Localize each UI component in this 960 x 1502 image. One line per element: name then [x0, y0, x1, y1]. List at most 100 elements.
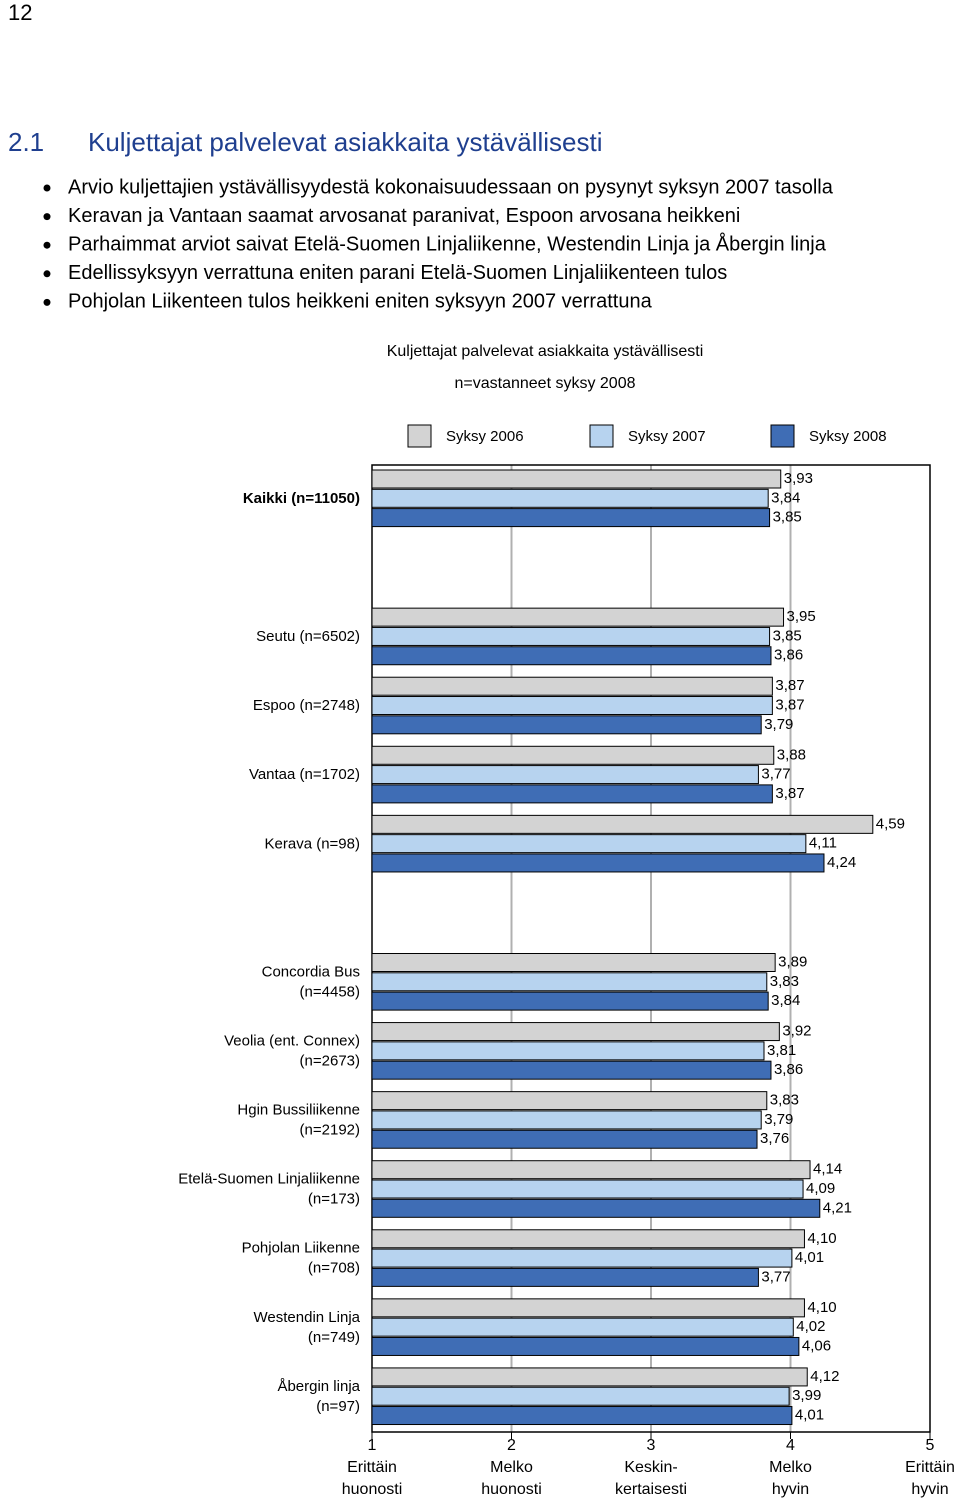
value-label: 3,99 [792, 1387, 821, 1404]
value-label: 3,81 [767, 1042, 796, 1059]
bar [371, 814, 874, 834]
bar [371, 508, 771, 528]
category-label: Pohjolan Liikenne [242, 1240, 360, 1257]
x-tick-description: Erittäin [347, 1459, 397, 1476]
category-label: (n=2673) [300, 1052, 360, 1069]
bar [371, 1129, 758, 1149]
bar [371, 1317, 794, 1337]
value-label: 3,95 [787, 608, 816, 625]
category-label: Etelä-Suomen Linjaliikenne [178, 1171, 360, 1188]
x-tick-description: Melko [490, 1459, 533, 1476]
value-label: 4,09 [806, 1180, 835, 1197]
category-label: (n=173) [308, 1191, 360, 1208]
x-tick-description: Keskin- [624, 1459, 677, 1476]
value-label: 3,83 [770, 973, 799, 990]
category-label: Kaikki (n=11050) [243, 490, 360, 507]
value-label: 4,10 [807, 1230, 836, 1247]
value-label: 3,76 [760, 1130, 789, 1147]
bullet-text: Parhaimmat arviot saivat Etelä-Suomen Li… [68, 232, 827, 255]
chart-subtitle: n=vastanneet syksy 2008 [454, 375, 635, 392]
value-label: 3,84 [771, 489, 800, 506]
x-tick-label: 5 [926, 1437, 935, 1454]
x-tick-description: huonosti [342, 1481, 403, 1498]
legend-label: Syksy 2008 [809, 428, 887, 445]
chart-title: Kuljettajat palvelevat asiakkaita ystävä… [387, 343, 704, 360]
bar [371, 1298, 805, 1318]
x-tick-description: hyvin [911, 1481, 948, 1498]
value-label: 3,79 [764, 716, 793, 733]
bar [371, 745, 775, 765]
bar [371, 784, 773, 804]
x-tick-label: 4 [786, 1437, 795, 1454]
bar [371, 676, 773, 696]
category-label: Vantaa (n=1702) [249, 766, 360, 783]
legend-swatch [770, 424, 795, 448]
category-label: Concordia Bus [262, 963, 360, 980]
bar [371, 991, 769, 1011]
category-label: Veolia (ent. Connex) [224, 1032, 360, 1049]
category-label: (n=2192) [300, 1122, 360, 1139]
bullet-text: Arvio kuljettajien ystävällisyydestä kok… [68, 176, 834, 198]
bar [371, 953, 776, 972]
bar [371, 1160, 811, 1180]
bar [371, 1267, 759, 1287]
bar [371, 972, 768, 992]
heading-title: Kuljettajat palvelevat asiakkaita ystävä… [88, 127, 602, 157]
heading-number: 2.1 [8, 127, 44, 157]
bullet-dot [43, 241, 51, 249]
bullet-dot [43, 184, 51, 192]
x-tick-description: Erittäin [905, 1459, 955, 1476]
category-label: Kerava (n=98) [265, 835, 360, 852]
value-label: 3,86 [774, 647, 803, 664]
plot-frame [371, 464, 931, 1433]
x-tick-label: 3 [647, 1437, 656, 1454]
legend-label: Syksy 2006 [446, 428, 524, 445]
value-label: 3,92 [782, 1023, 811, 1040]
category-label: Espoo (n=2748) [253, 697, 360, 714]
value-label: 4,59 [876, 815, 905, 832]
legend-swatch [407, 424, 432, 448]
value-label: 4,21 [823, 1199, 852, 1216]
value-label: 4,12 [810, 1368, 839, 1385]
bar [371, 469, 782, 489]
bar [371, 1179, 804, 1199]
bar [371, 765, 759, 785]
bar [371, 607, 785, 627]
page-number: 12 [8, 0, 32, 25]
bullet-dot [43, 298, 51, 306]
value-label: 4,02 [796, 1318, 825, 1335]
value-label: 3,87 [775, 696, 804, 713]
category-label: Hgin Bussiliikenne [237, 1102, 360, 1119]
bar [371, 696, 773, 716]
bar [371, 1248, 793, 1268]
value-label: 3,77 [761, 766, 790, 783]
category-label: Westendin Linja [254, 1309, 361, 1326]
x-tick-description: Melko [769, 1459, 812, 1476]
legend-label: Syksy 2007 [628, 428, 706, 445]
bar [371, 1091, 768, 1111]
category-label: Seutu (n=6502) [256, 628, 360, 645]
x-tick-label: 2 [507, 1437, 516, 1454]
bullet-text: Pohjolan Liikenteen tulos heikkeni enite… [68, 291, 653, 313]
value-label: 3,79 [764, 1111, 793, 1128]
category-label: (n=749) [308, 1329, 360, 1346]
value-label: 3,77 [761, 1268, 790, 1285]
value-label: 4,14 [813, 1161, 842, 1178]
bar [371, 488, 769, 508]
value-label: 4,11 [809, 835, 837, 852]
bar [371, 1367, 808, 1387]
value-label: 3,93 [784, 470, 813, 487]
value-label: 3,88 [777, 746, 806, 763]
bullet-text: Keravan ja Vantaan saamat arvosanat para… [68, 205, 740, 227]
bullet-text: Edellissyksyyn verrattuna eniten parani … [68, 262, 727, 284]
category-label: (n=4458) [300, 983, 360, 1000]
bar [371, 853, 825, 873]
value-label: 3,85 [773, 509, 802, 526]
value-label: 4,01 [795, 1249, 824, 1266]
bar [371, 1336, 800, 1356]
bar [371, 1386, 790, 1406]
value-label: 4,06 [802, 1337, 831, 1354]
bar [371, 1110, 762, 1130]
